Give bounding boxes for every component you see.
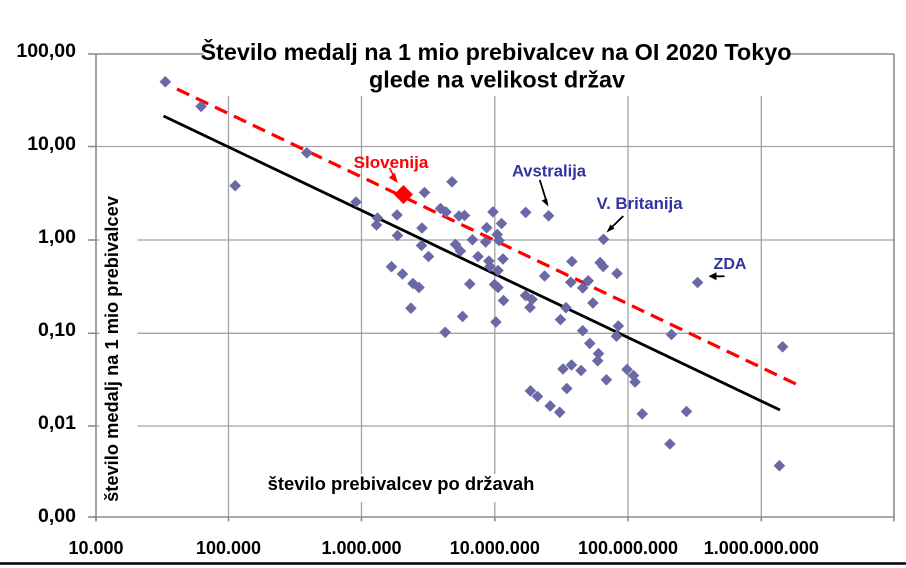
svg-text:V. Britanija: V. Britanija — [596, 194, 683, 213]
svg-text:glede na velikost držav: glede na velikost držav — [369, 67, 625, 93]
svg-text:Slovenija: Slovenija — [354, 153, 429, 172]
svg-text:10,00: 10,00 — [27, 133, 76, 155]
svg-text:10.000: 10.000 — [68, 538, 123, 558]
svg-text:število prebivalcev po državah: število prebivalcev po državah — [268, 473, 535, 494]
svg-text:1.000.000.000: 1.000.000.000 — [704, 538, 819, 558]
svg-text:Avstralija: Avstralija — [512, 162, 587, 181]
svg-text:1.000.000: 1.000.000 — [321, 538, 401, 558]
svg-text:ZDA: ZDA — [714, 256, 747, 273]
svg-text:100,00: 100,00 — [16, 40, 76, 62]
svg-text:0,10: 0,10 — [38, 319, 76, 341]
svg-text:10.000.000: 10.000.000 — [450, 538, 540, 558]
svg-text:Število medalj na 1 mio prebiv: Število medalj na 1 mio prebivalcev na O… — [200, 38, 791, 65]
svg-text:število medalj na 1 mio prebiv: število medalj na 1 mio prebivalcev — [101, 195, 122, 502]
svg-text:0,01: 0,01 — [38, 412, 76, 434]
svg-text:1,00: 1,00 — [38, 226, 76, 248]
svg-text:100.000: 100.000 — [196, 538, 261, 558]
svg-text:0,00: 0,00 — [38, 505, 76, 527]
svg-text:100.000.000: 100.000.000 — [578, 538, 678, 558]
